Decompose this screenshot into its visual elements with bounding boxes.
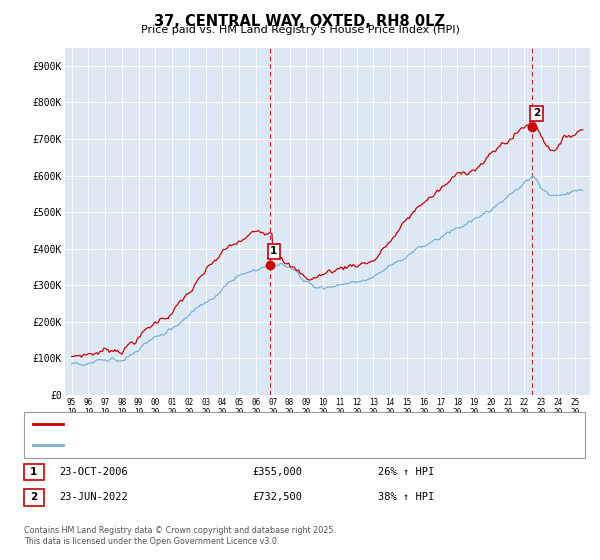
Text: 38% ↑ HPI: 38% ↑ HPI [378, 492, 434, 502]
Text: Contains HM Land Registry data © Crown copyright and database right 2025.
This d: Contains HM Land Registry data © Crown c… [24, 526, 336, 546]
Text: £732,500: £732,500 [252, 492, 302, 502]
Text: 37, CENTRAL WAY, OXTED, RH8 0LZ: 37, CENTRAL WAY, OXTED, RH8 0LZ [155, 14, 445, 29]
Text: 37, CENTRAL WAY, OXTED, RH8 0LZ (semi-detached house): 37, CENTRAL WAY, OXTED, RH8 0LZ (semi-de… [69, 419, 351, 428]
Text: £355,000: £355,000 [252, 467, 302, 477]
Text: 26% ↑ HPI: 26% ↑ HPI [378, 467, 434, 477]
Text: Price paid vs. HM Land Registry's House Price Index (HPI): Price paid vs. HM Land Registry's House … [140, 25, 460, 35]
Text: 1: 1 [270, 246, 277, 256]
Text: 2: 2 [30, 492, 38, 502]
Text: 23-OCT-2006: 23-OCT-2006 [59, 467, 128, 477]
Text: 2: 2 [533, 108, 540, 118]
Text: 1: 1 [30, 467, 38, 477]
Text: HPI: Average price, semi-detached house,  Tandridge: HPI: Average price, semi-detached house,… [69, 441, 320, 450]
Text: 23-JUN-2022: 23-JUN-2022 [59, 492, 128, 502]
